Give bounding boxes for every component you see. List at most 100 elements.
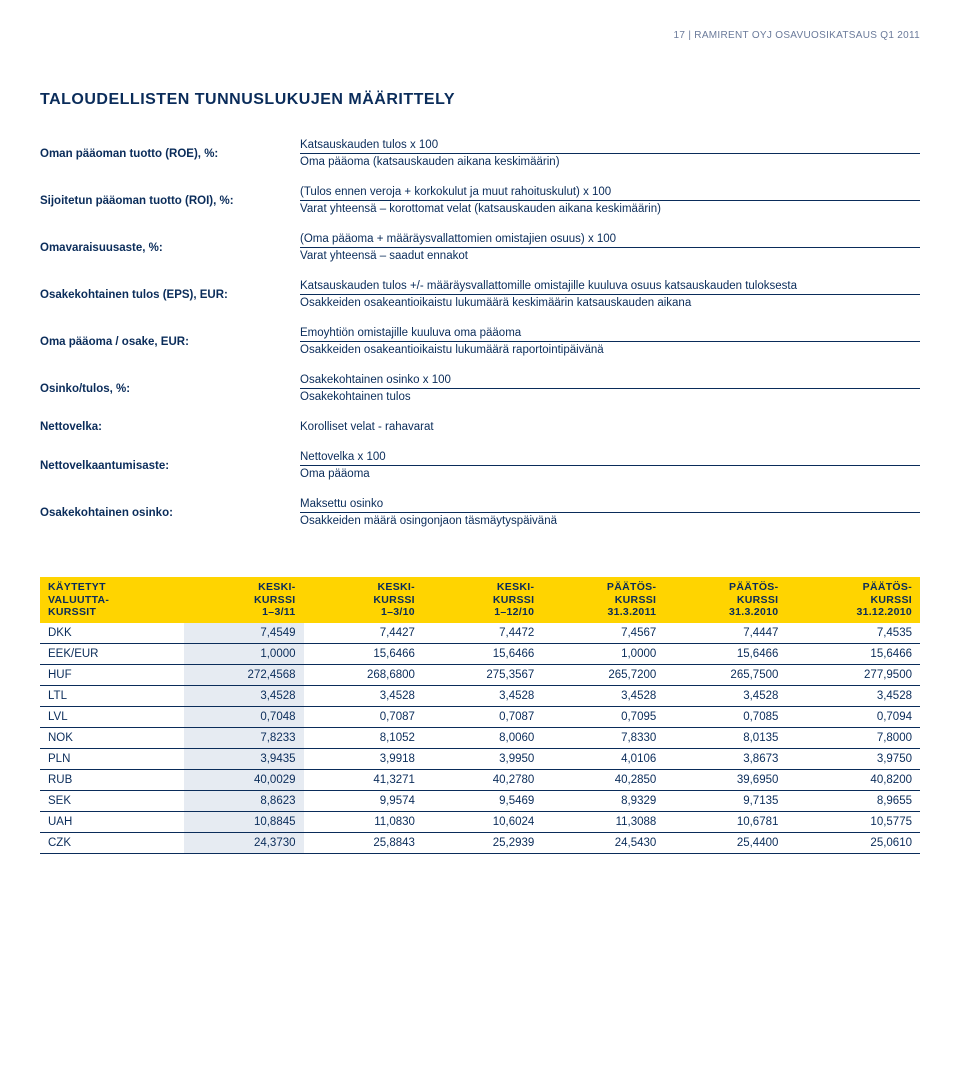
table-cell: 8,8623 [184,790,303,811]
fraction-denominator: Varat yhteensä – saadut ennakot [300,250,920,262]
definition-label: Osakekohtainen tulos (EPS), EUR: [40,289,260,301]
table-cell: UAH [40,811,184,832]
table-cell: 0,7095 [542,706,664,727]
definition-value: Maksettu osinkoOsakkeiden määrä osingonj… [300,498,920,527]
table-cell: 277,9500 [786,664,920,685]
fraction-numerator: Osakekohtainen osinko x 100 [300,374,920,389]
table-cell: 9,9574 [304,790,423,811]
table-body: DKK7,45497,44277,44727,45677,44477,4535E… [40,623,920,854]
table-row: EEK/EUR1,000015,646615,64661,000015,6466… [40,643,920,664]
fraction-numerator: Katsauskauden tulos x 100 [300,139,920,154]
table-header-cell: PÄÄTÖS-KURSSI31.3.2010 [664,577,786,623]
table-cell: 3,9750 [786,748,920,769]
definition-value: Katsauskauden tulos +/- määräysvallattom… [300,280,920,309]
table-cell: 272,4568 [184,664,303,685]
table-cell: 265,7500 [664,664,786,685]
table-cell: 7,4427 [304,623,423,644]
table-cell: NOK [40,727,184,748]
table-cell: 11,3088 [542,811,664,832]
table-cell: 7,4567 [542,623,664,644]
fraction-denominator: Osakekohtainen tulos [300,391,920,403]
fraction-denominator: Varat yhteensä – korottomat velat (katsa… [300,203,920,215]
table-cell: 11,0830 [304,811,423,832]
table-cell: HUF [40,664,184,685]
table-cell: 0,7087 [423,706,542,727]
table-cell: 40,8200 [786,769,920,790]
table-cell: DKK [40,623,184,644]
fraction-numerator: (Oma pääoma + määräysvallattomien omista… [300,233,920,248]
definition-value: (Tulos ennen veroja + korkokulut ja muut… [300,186,920,215]
table-row: CZK24,373025,884325,293924,543025,440025… [40,832,920,853]
fraction-numerator: Katsauskauden tulos +/- määräysvallattom… [300,280,920,295]
table-header-cell: KESKI-KURSSI1–3/10 [304,577,423,623]
table-cell: 268,6800 [304,664,423,685]
table-cell: 40,2780 [423,769,542,790]
table-header-row: KÄYTETYTVALUUTTA-KURSSITKESKI-KURSSI1–3/… [40,577,920,623]
table-cell: 15,6466 [304,643,423,664]
fraction-denominator: Osakkeiden osakeantioikaistu lukumäärä k… [300,297,920,309]
table-row: LTL3,45283,45283,45283,45283,45283,4528 [40,685,920,706]
definitions-grid: Oman pääoman tuotto (ROE), %: Katsauskaud… [40,139,920,527]
definition-value: Nettovelka x 100Oma pääoma [300,451,920,480]
table-cell: 275,3567 [423,664,542,685]
table-cell: 7,4447 [664,623,786,644]
definition-label: Oman pääoman tuotto (ROE), %: [40,148,260,160]
table-cell: LVL [40,706,184,727]
table-row: NOK7,82338,10528,00607,83308,01357,8000 [40,727,920,748]
definition-value: Korolliset velat - rahavarat [300,421,920,433]
table-cell: 8,0135 [664,727,786,748]
table-cell: 40,0029 [184,769,303,790]
table-cell: 0,7094 [786,706,920,727]
table-cell: 41,3271 [304,769,423,790]
definition-label: Osinko/tulos, %: [40,383,260,395]
table-cell: 265,7200 [542,664,664,685]
fraction-numerator: Emoyhtiön omistajille kuuluva oma pääoma [300,327,920,342]
table-cell: 3,4528 [184,685,303,706]
table-row: DKK7,45497,44277,44727,45677,44477,4535 [40,623,920,644]
fraction-numerator: (Tulos ennen veroja + korkokulut ja muut… [300,186,920,201]
table-cell: 3,4528 [304,685,423,706]
table-cell: 1,0000 [542,643,664,664]
table-cell: 4,0106 [542,748,664,769]
table-cell: 7,4549 [184,623,303,644]
table-cell: 3,9918 [304,748,423,769]
table-cell: PLN [40,748,184,769]
page-title: TALOUDELLISTEN TUNNUSLUKUJEN MÄÄRITTELY [40,91,920,109]
definition-label: Nettovelka: [40,421,260,433]
definition-label: Osakekohtainen osinko: [40,507,260,519]
table-cell: LTL [40,685,184,706]
table-row: LVL0,70480,70870,70870,70950,70850,7094 [40,706,920,727]
definition-value: Osakekohtainen osinko x 100 Osakekohtaine… [300,374,920,403]
fraction-denominator: Oma pääoma [300,468,920,480]
table-cell: SEK [40,790,184,811]
table-cell: 24,3730 [184,832,303,853]
table-header-cell: PÄÄTÖS-KURSSI31.3.2011 [542,577,664,623]
table-cell: 3,4528 [664,685,786,706]
table-cell: 25,8843 [304,832,423,853]
table-cell: 8,9329 [542,790,664,811]
table-cell: 15,6466 [664,643,786,664]
table-cell: 3,8673 [664,748,786,769]
definition-value: (Oma pääoma + määräysvallattomien omista… [300,233,920,262]
table-cell: 3,9950 [423,748,542,769]
table-cell: 7,8000 [786,727,920,748]
fraction-denominator: Osakkeiden määrä osingonjaon täsmäytyspä… [300,515,920,527]
table-cell: 24,5430 [542,832,664,853]
table-cell: 7,4535 [786,623,920,644]
table-cell: 8,0060 [423,727,542,748]
table-cell: 3,4528 [786,685,920,706]
table-cell: 3,9435 [184,748,303,769]
table-cell: 25,4400 [664,832,786,853]
definition-label: Sijoitetun pääoman tuotto (ROI), %: [40,195,260,207]
table-cell: 10,5775 [786,811,920,832]
definition-value: Katsauskauden tulos x 100 Oma pääoma (kat… [300,139,920,168]
table-cell: 8,9655 [786,790,920,811]
table-row: SEK8,86239,95749,54698,93299,71358,9655 [40,790,920,811]
table-cell: 10,8845 [184,811,303,832]
table-cell: 1,0000 [184,643,303,664]
fraction-denominator: Oma pääoma (katsauskauden aikana keskimä… [300,156,920,168]
table-header-cell: KESKI-KURSSI1–3/11 [184,577,303,623]
table-row: UAH10,884511,083010,602411,308810,678110… [40,811,920,832]
definition-label: Oma pääoma / osake, EUR: [40,336,260,348]
table-cell: 3,4528 [423,685,542,706]
